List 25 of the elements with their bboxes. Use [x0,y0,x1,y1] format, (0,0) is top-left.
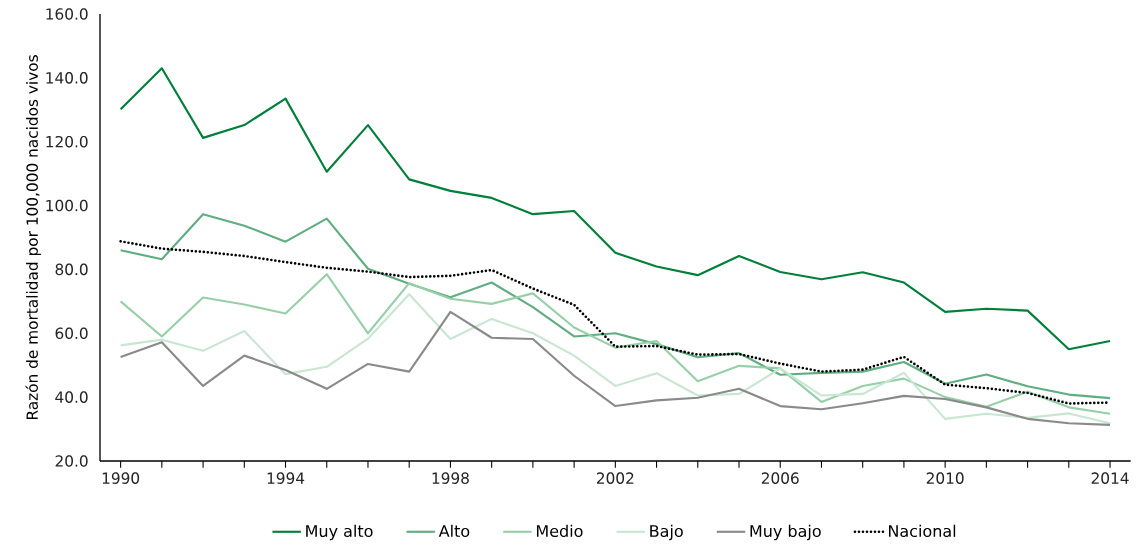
x-tick-label: 2002 [596,472,634,484]
y-tick-label: 60.0 [55,327,88,340]
line-series [119,67,1112,351]
legend-label: Medio [536,524,583,538]
legend-label: Nacional [888,524,956,538]
x-tick-label: 1994 [267,472,305,484]
legend-label: Muy alto [306,524,373,541]
y-tick-label: 140.0 [46,72,88,84]
y-tick-label: 160.0 [46,8,88,20]
y-axis-title: Razón de mortalidad por 100,000 nacidos vivos [25,55,41,420]
line-series [119,213,1112,400]
x-tick-label: 2006 [761,472,799,484]
legend-label: Muy bajo [750,524,821,541]
x-tick-label: 1998 [432,472,469,484]
y-tick-label: 100.0 [46,199,88,212]
x-tick-label: 2014 [1091,472,1129,484]
line-series [119,273,1112,415]
y-tick-label: 20.0 [55,455,88,467]
y-tick-label: 120.0 [46,135,88,148]
y-tick-label: 40.0 [55,391,88,403]
legend-label: Alto [438,524,470,538]
x-tick-label: 2010 [926,472,964,484]
y-tick-label: 80.0 [55,263,88,276]
legend-label: Bajo [650,524,683,541]
x-tick-label: 1990 [102,472,140,484]
